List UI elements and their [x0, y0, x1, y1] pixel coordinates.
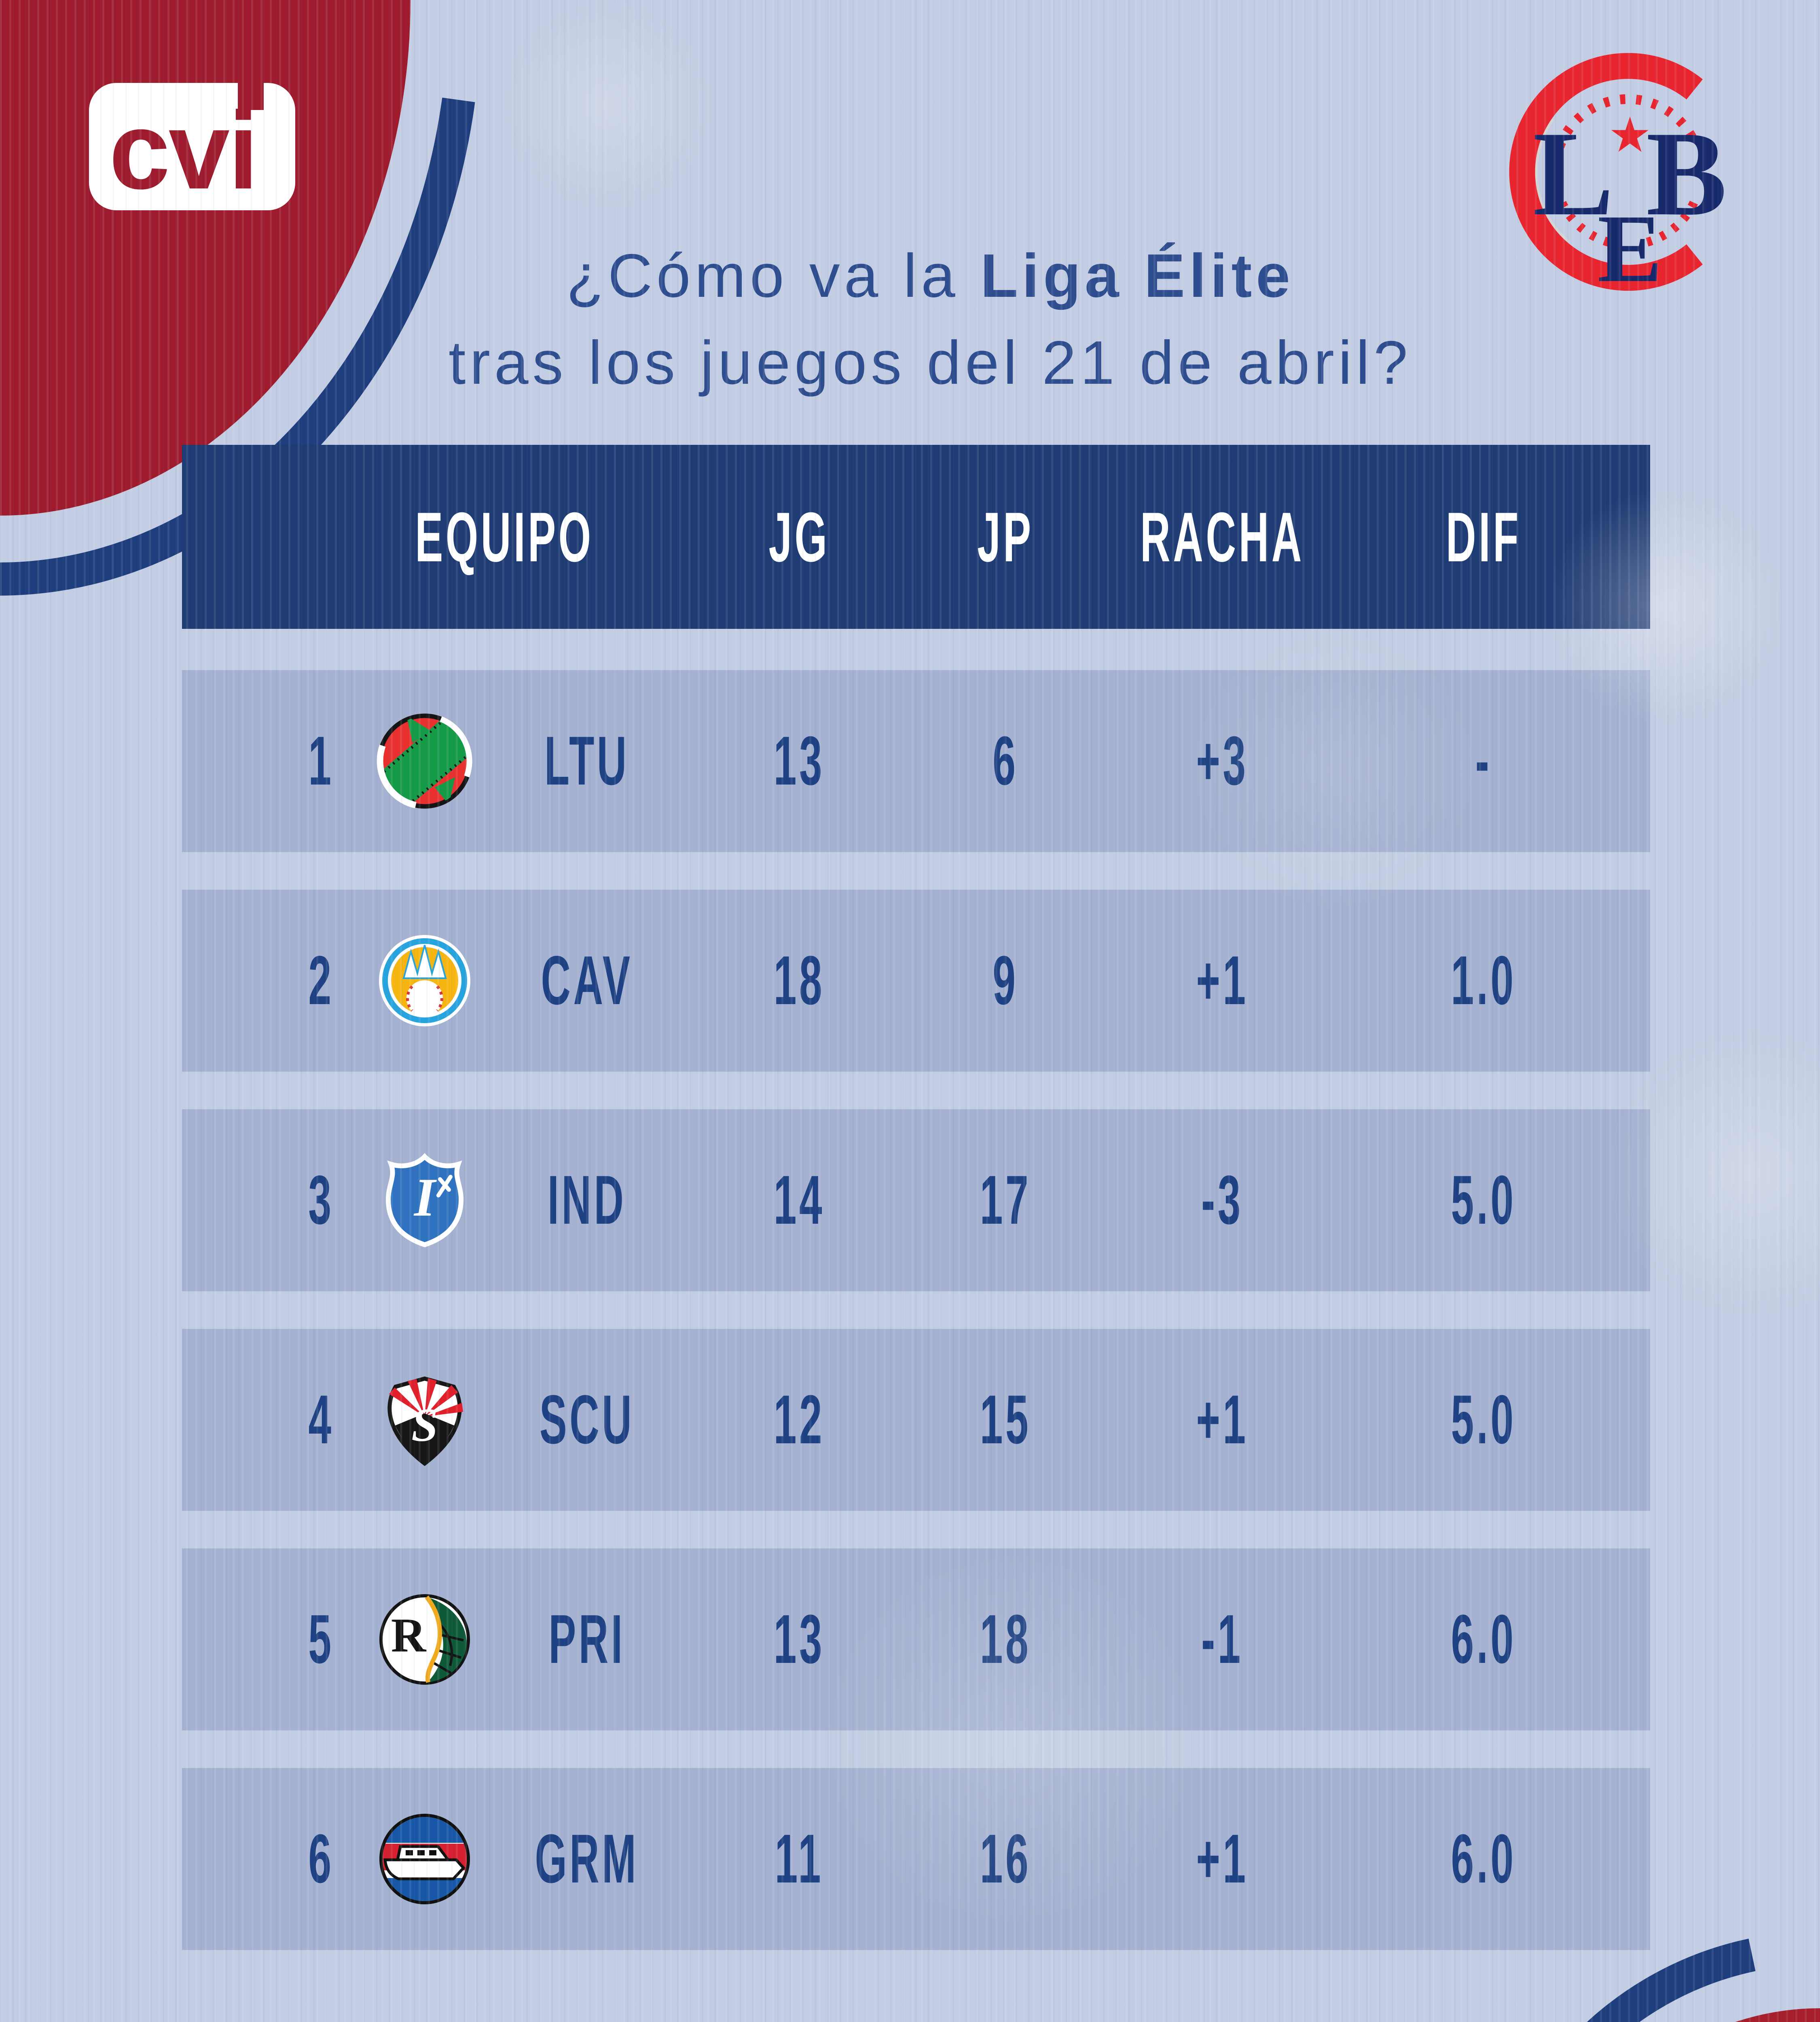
- table-row-grm: 6 GRM 11 16 +1 6.0: [182, 1768, 1650, 1950]
- racha-cell: +3: [1196, 722, 1249, 800]
- leb-stitches-top: [1555, 94, 1701, 149]
- leb-stitches-bottom-right: [1645, 201, 1698, 247]
- jg-cell: 18: [773, 942, 825, 1019]
- column-header-jp: JP: [977, 497, 1034, 576]
- rank-cell: 5: [308, 1601, 334, 1678]
- svg-text:S: S: [411, 1398, 438, 1451]
- racha-cell: -3: [1201, 1161, 1243, 1239]
- jg-cell: 13: [773, 722, 825, 800]
- jg-cell: 13: [773, 1601, 825, 1678]
- jg-cell: 12: [773, 1381, 825, 1459]
- table-row-ltu: 1 LTU 13 6 +3 -: [182, 670, 1650, 852]
- leb-ring-c: [1509, 53, 1703, 291]
- corner-decor-bottom-right: [1587, 1938, 1820, 2022]
- cvi-logo-card: cvi: [89, 83, 295, 210]
- table-row-scu: 4 S SCU 12 15 +1 5.0: [182, 1329, 1650, 1511]
- team-code: SCU: [539, 1381, 635, 1459]
- column-header-equipo: EQUIPO: [415, 497, 594, 576]
- title-line1: ¿Cómo va la Liga Élite: [222, 233, 1638, 319]
- dif-cell: 5.0: [1451, 1161, 1516, 1239]
- page-title: ¿Cómo va la Liga Élite tras los juegos d…: [222, 233, 1638, 406]
- santiago-de-cuba-logo: S: [387, 1376, 463, 1466]
- table-row-ind: 3 I IND 14 17 -3 5.0: [182, 1109, 1650, 1291]
- racha-cell: +1: [1196, 1820, 1249, 1898]
- table-row-cav: 2 CAV 18 9 +1 1.0: [182, 890, 1650, 1072]
- team-code: IND: [547, 1161, 626, 1239]
- title-line2: tras los juegos del 21 de abril?: [449, 328, 1412, 397]
- column-header-racha: RACHA: [1140, 497, 1304, 576]
- pinar-del-rio-logo: R: [379, 1594, 470, 1685]
- jp-cell: 18: [980, 1601, 1031, 1678]
- team-code: GRM: [535, 1820, 639, 1898]
- las-tunas-logo: [377, 713, 472, 809]
- column-header-dif: DIF: [1445, 497, 1522, 576]
- ciego-de-avila-logo: [379, 935, 470, 1026]
- rank-cell: 6: [308, 1820, 334, 1898]
- baseball-graphic: [1735, 2008, 1820, 2022]
- granma-logo: [379, 1814, 470, 1904]
- leb-letter-e: E: [1598, 195, 1662, 302]
- leb-logo: L B E ★: [1509, 53, 1727, 302]
- table-header: EQUIPO JG JP RACHA DIF: [182, 445, 1650, 629]
- dif-cell: 6.0: [1451, 1820, 1516, 1898]
- rank-cell: 4: [308, 1381, 334, 1459]
- cvi-i-dot-notch: [238, 65, 264, 110]
- dif-cell: -: [1475, 722, 1492, 800]
- dif-cell: 5.0: [1451, 1381, 1516, 1459]
- rank-cell: 3: [308, 1161, 334, 1239]
- leb-letter-b: B: [1646, 106, 1727, 241]
- leb-letter-l: L: [1533, 106, 1614, 241]
- racha-cell: +1: [1196, 942, 1249, 1019]
- jg-cell: 11: [775, 1820, 824, 1898]
- jp-cell: 9: [993, 942, 1018, 1019]
- jp-cell: 6: [993, 722, 1018, 800]
- industriales-logo: I: [385, 1153, 464, 1248]
- leb-star-icon: ★: [1608, 108, 1652, 162]
- team-code: LTU: [544, 722, 629, 800]
- blue-arc: [1587, 1938, 1756, 2022]
- leb-stitches-bottom-left: [1558, 201, 1610, 247]
- title-line1-bold: Liga Élite: [980, 241, 1294, 310]
- racha-cell: -1: [1201, 1601, 1243, 1678]
- table-row-pri: 5 R PRI 13 18 -1 6.0: [182, 1548, 1650, 1730]
- svg-text:R: R: [391, 1608, 427, 1662]
- rank-cell: 1: [308, 722, 334, 800]
- team-code: PRI: [548, 1601, 625, 1678]
- jp-cell: 17: [980, 1161, 1031, 1239]
- team-code: CAV: [541, 942, 633, 1019]
- dif-cell: 6.0: [1451, 1601, 1516, 1678]
- cvi-logo-text: cvi: [109, 89, 258, 212]
- jp-cell: 15: [980, 1381, 1031, 1459]
- jp-cell: 16: [980, 1820, 1031, 1898]
- column-header-jg: JG: [768, 497, 830, 576]
- racha-cell: +1: [1196, 1381, 1249, 1459]
- svg-text:I: I: [413, 1168, 437, 1228]
- title-line1-regular: ¿Cómo va la: [566, 241, 981, 310]
- jg-cell: 14: [773, 1161, 825, 1239]
- dif-cell: 1.0: [1451, 942, 1516, 1019]
- rank-cell: 2: [308, 942, 334, 1019]
